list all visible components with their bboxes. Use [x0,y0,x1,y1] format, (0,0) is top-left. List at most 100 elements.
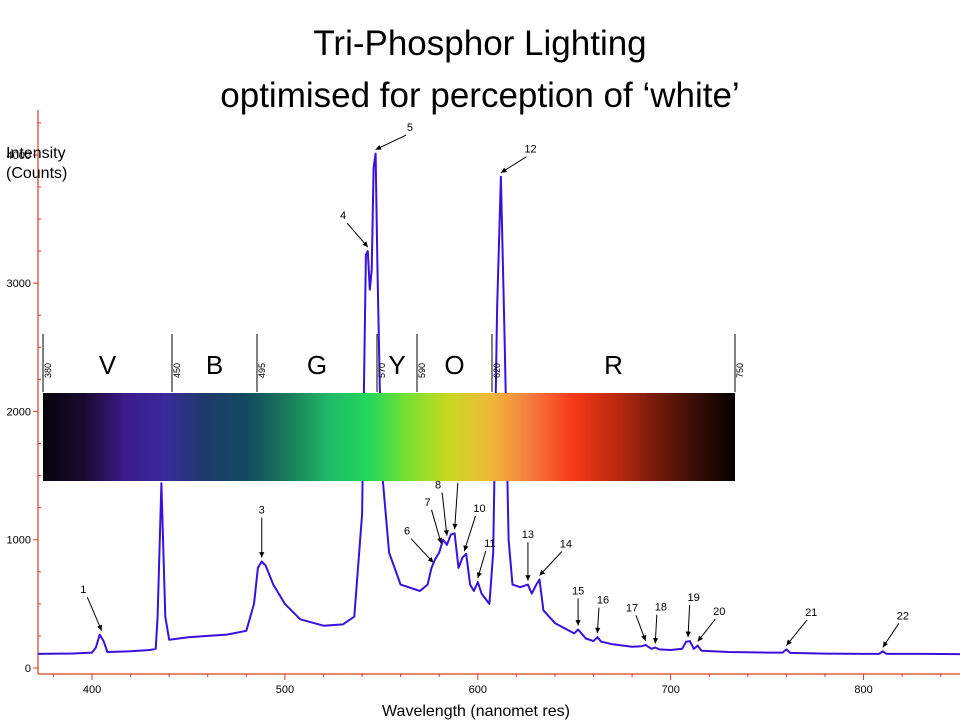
annotation-label: 15 [572,585,584,597]
annotation-arrow-line [431,509,442,544]
peak-annotation: 1 [80,584,103,631]
x-tick-label: 800 [854,684,872,696]
x-tick-label: 400 [83,684,101,696]
peak-annotation: 11 [476,538,495,579]
y-tick-label: 0 [25,663,31,675]
annotation-label: 7 [424,497,430,509]
annotation-arrow-line [786,619,808,646]
annotation-arrowhead [786,639,792,646]
annotation-arrowhead [452,523,458,530]
annotation-label: 16 [597,595,609,607]
annotation-label: 22 [897,610,909,622]
annotation-arrowhead [595,627,601,634]
band-letter-label: V [99,350,117,380]
peak-annotation: 10 [463,503,486,552]
peak-annotation: 21 [786,607,817,646]
peak-annotation: 19 [685,592,700,638]
annotation-arrowhead [476,572,482,579]
annotation-arrowhead [437,537,443,544]
annotation-arrowhead [259,552,265,558]
annotation-label: 11 [484,538,495,550]
annotation-arrow-line [539,551,563,576]
chart-title-line-1: Tri-Phosphor Lighting [313,24,647,63]
annotation-label: 4 [340,210,346,222]
y-tick-label: 1000 [7,535,31,547]
annotation-layer: 12345678910111213141516171819202122 [80,122,909,648]
peak-annotation: 14 [539,538,572,576]
band-letter-label: Y [388,350,405,380]
annotation-label: 3 [259,505,265,517]
peak-annotation: 15 [572,585,584,626]
peak-annotation: 4 [340,210,369,248]
annotation-arrowhead [525,575,531,581]
band-boundary-label: 620 [492,363,502,378]
annotation-label: 20 [713,606,725,618]
annotation-arrowhead [443,530,449,536]
peak-annotation: 16 [595,595,609,634]
annotation-arrowhead [97,624,102,631]
annotation-arrowhead [641,634,647,641]
annotation-arrow-line [375,134,407,151]
band-letter-label: B [206,350,223,380]
band-boundary-label: 590 [417,363,427,378]
annotation-arrow-line [463,515,476,552]
annotation-arrowhead [427,556,434,563]
annotation-arrowhead [362,241,368,248]
band-letter-label: R [604,350,623,380]
spectrum-line [37,152,960,656]
y-tick-label: 4000 [7,150,31,162]
band-boundary-label: 495 [257,363,267,378]
x-tick-label: 700 [661,684,679,696]
annotation-arrowhead [375,144,382,150]
annotation-label: 8 [435,480,441,492]
x-tick-label: 500 [276,684,294,696]
band-letter-label: G [307,350,327,380]
band-letter-label: O [444,350,464,380]
annotation-arrowhead [539,569,546,576]
y-axis-label-line-2: (Counts) [6,165,67,182]
annotation-label: 10 [473,503,485,515]
axes: 0 1000 2000 3000 4000 400 500 600 700 800 [7,110,960,696]
peak-annotation: 22 [882,610,909,648]
chart-title-line-2: optimised for perception of ‘white’ [220,76,740,115]
peak-annotation: 20 [697,606,725,642]
peak-annotation: 6 [404,526,434,564]
x-axis-label: Wavelength (nanomet res) [382,703,570,720]
band-boundary-label: 450 [172,363,182,378]
color-bar-gradient [43,393,735,481]
annotation-label: 12 [524,144,536,156]
annotation-arrowhead [697,635,704,642]
annotation-arrow-line [410,538,434,564]
annotation-arrowhead [652,637,659,644]
peak-annotation: 5 [375,122,413,151]
peak-annotation: 18 [652,602,667,644]
peak-annotation: 17 [626,602,647,642]
annotation-label: 21 [805,607,817,619]
peak-annotation: 7 [424,497,443,544]
annotation-label: 13 [522,529,534,541]
annotation-arrow-line [86,596,103,631]
annotation-arrowhead [685,631,691,638]
peak-annotation: 3 [259,505,265,558]
y-tick-label: 3000 [7,278,31,290]
x-tick-label: 600 [469,684,487,696]
band-boundary-label: 380 [43,363,53,378]
peak-annotation: 13 [522,529,534,581]
peak-annotation: 12 [500,144,537,174]
y-tick-label: 2000 [7,406,31,418]
annotation-arrowhead [882,641,889,648]
band-boundary-label: 570 [377,363,387,378]
band-boundary-label: 750 [735,363,745,378]
annotation-arrowhead [575,620,581,626]
series-layer [37,152,960,656]
annotation-label: 19 [688,592,700,604]
annotation-label: 17 [626,602,638,614]
annotation-arrow-line [441,492,448,536]
peak-annotation: 8 [435,480,449,536]
annotation-label: 18 [655,602,667,614]
annotation-label: 1 [80,584,86,596]
annotation-label: 14 [560,538,572,550]
annotation-arrowhead [463,545,469,552]
annotation-label: 5 [407,122,413,134]
